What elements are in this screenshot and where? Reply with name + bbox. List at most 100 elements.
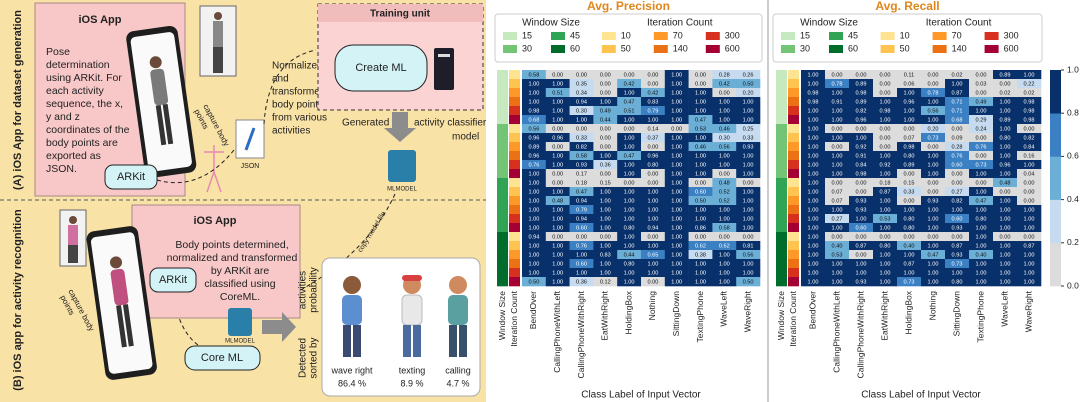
heatmap-cell [873, 88, 898, 98]
phone [86, 226, 157, 380]
cell-label: 1.00 [904, 252, 915, 258]
cell-label: 0.00 [952, 180, 963, 186]
cell-label: 1.00 [1000, 153, 1011, 159]
heatmap-cell [688, 124, 713, 134]
cell-label: 0.28 [952, 144, 963, 150]
heatmap-cell [945, 133, 970, 143]
heatmap-cell [522, 214, 547, 224]
heatmap-cell [569, 214, 594, 224]
heatmap-cell [849, 187, 874, 197]
cell-label: 0.80 [952, 279, 963, 285]
heatmap-cell [569, 151, 594, 161]
heatmap-cell [801, 70, 826, 80]
legend-swatch [781, 45, 795, 53]
cap [402, 275, 422, 281]
cell-label: 1.00 [928, 243, 939, 249]
heatmap-cell [1017, 205, 1042, 215]
heatmap-cell [993, 115, 1018, 125]
cell-label: 0.38 [695, 252, 706, 258]
x-tick-label: SittingDown [671, 291, 681, 337]
heatmap-cell [873, 97, 898, 107]
cell-label: 1.00 [1000, 252, 1011, 258]
cell-label: 0.96 [904, 99, 915, 105]
cell-label: 0.44 [624, 252, 635, 258]
heatmap-cell [945, 160, 970, 170]
cell-label: 1.00 [904, 270, 915, 276]
cell-label: 0.84 [856, 162, 867, 168]
row-annotation [776, 70, 787, 80]
row-annotation [497, 223, 508, 233]
cell-label: 1.00 [808, 207, 819, 213]
row-annotation [788, 178, 799, 188]
cell-label: 1.00 [904, 207, 915, 213]
heatmap-cell [873, 187, 898, 197]
cell-label: 1.00 [880, 117, 891, 123]
heatmap-cell [825, 196, 850, 206]
generated-text: activity classifier [414, 118, 487, 129]
cell-label: 1.00 [576, 270, 587, 276]
legend-swatch [984, 32, 999, 40]
heatmap-cell [617, 178, 642, 188]
heatmap-cell [969, 214, 994, 224]
result-probability: 86.4 % [338, 378, 366, 388]
heatmap-cell [593, 160, 618, 170]
cell-label: 0.00 [552, 180, 563, 186]
heatmap-cell [617, 151, 642, 161]
cell-label: 1.00 [528, 99, 539, 105]
cell-label: 1.00 [743, 225, 754, 231]
cell-label: 1.00 [808, 252, 819, 258]
cell-label: 1.00 [552, 270, 563, 276]
cell-label: 1.00 [808, 81, 819, 87]
cell-label: 0.87 [856, 243, 867, 249]
heatmap-cell [1017, 223, 1042, 233]
result-activity: texting [399, 365, 426, 375]
cell-label: 0.47 [624, 153, 635, 159]
heatmap-cell [1017, 178, 1042, 188]
cell-label: 0.73 [976, 162, 987, 168]
cell-label: 1.00 [743, 207, 754, 213]
result-probability: 8.9 % [400, 378, 423, 388]
heatmap-cell [712, 133, 737, 143]
cell-label: 1.00 [647, 189, 658, 195]
heatmap-cell [736, 142, 761, 152]
person-head [149, 56, 162, 69]
row-annotation [497, 70, 508, 80]
heatmap-cell [993, 205, 1018, 215]
cell-label: 0.56 [743, 252, 754, 258]
cell-label: 0.00 [880, 234, 891, 240]
heatmap-cell [873, 196, 898, 206]
heatmap-cell [593, 169, 618, 179]
heatmap-cell [593, 232, 618, 242]
cell-label: 1.00 [1024, 252, 1035, 258]
cell-label: 0.00 [600, 90, 611, 96]
heatmap-cell [688, 259, 713, 269]
cell-label: 0.00 [695, 180, 706, 186]
cell-label: 1.00 [743, 198, 754, 204]
heatmap-cell [664, 70, 689, 80]
heatmap-cell [849, 88, 874, 98]
heatmap-cell [593, 205, 618, 215]
cell-label: 1.00 [528, 243, 539, 249]
legend-title: Iteration Count [926, 18, 992, 29]
cell-label: 0.00 [1000, 234, 1011, 240]
row-annotation [788, 133, 799, 143]
heatmap-cell [736, 115, 761, 125]
heatmap-cell [664, 196, 689, 206]
cell-label: 1.00 [832, 261, 843, 267]
cell-label: 0.73 [952, 261, 963, 267]
x-tick-label: EatWithRight [600, 290, 610, 340]
row-annotation [788, 196, 799, 206]
down-arrow [384, 112, 416, 142]
cell-label: 0.27 [952, 189, 963, 195]
cell-label: 0.42 [624, 81, 635, 87]
cell-label: 1.00 [928, 162, 939, 168]
cell-label: 0.00 [880, 135, 891, 141]
heatmap-cell [897, 277, 922, 287]
cell-label: 0.51 [624, 108, 635, 114]
heatmap-cell [801, 232, 826, 242]
cell-label: 0.84 [1024, 144, 1035, 150]
cell-label: 1.00 [952, 207, 963, 213]
figure-person [342, 276, 362, 357]
mlmodel-icon [228, 308, 252, 336]
cell-label: 1.00 [671, 270, 682, 276]
